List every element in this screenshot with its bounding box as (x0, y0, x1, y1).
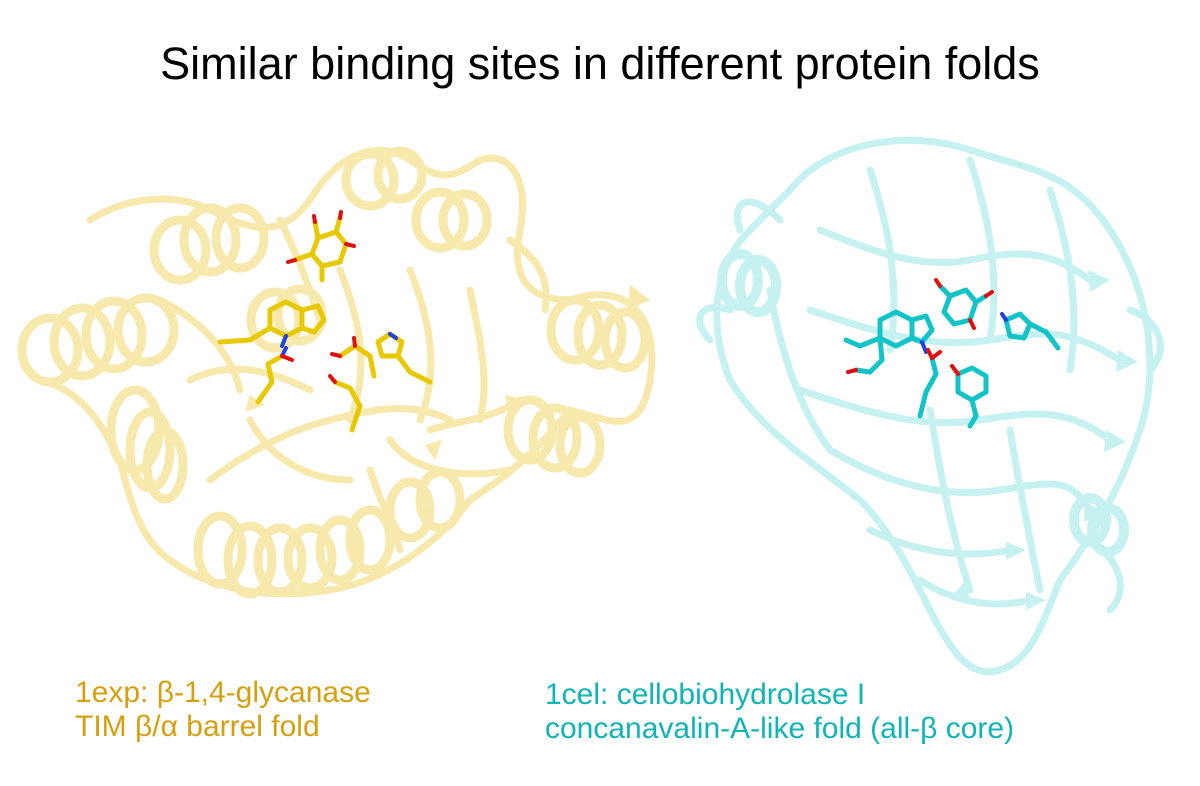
right-caption-line2: concanavalin-A-like fold (all-β core) (545, 712, 1014, 746)
right-protein-structure (670, 110, 1190, 690)
right-caption-line1: 1cel: cellobiohydrolase I (545, 678, 1014, 712)
left-protein-structure (10, 120, 670, 620)
left-caption: 1exp: β-1,4-glycanase TIM β/α barrel fol… (75, 676, 371, 744)
right-caption: 1cel: cellobiohydrolase I concanavalin-A… (545, 678, 1014, 746)
left-caption-line1: 1exp: β-1,4-glycanase (75, 676, 371, 710)
figure-title: Similar binding sites in different prote… (0, 38, 1200, 90)
right-ribbon (700, 140, 1161, 672)
left-ribbon (22, 150, 652, 594)
right-binding-site-residues (846, 280, 1058, 426)
left-caption-line2: TIM β/α barrel fold (75, 710, 371, 744)
